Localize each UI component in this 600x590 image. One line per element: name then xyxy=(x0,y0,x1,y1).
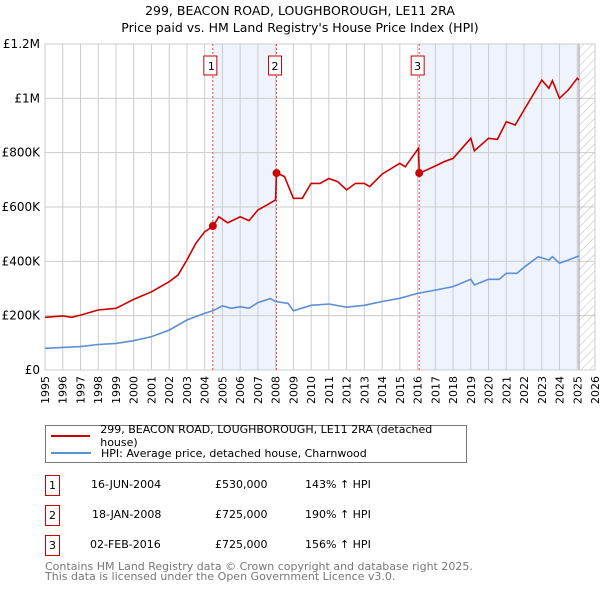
transaction-date: 18-JAN-2008 xyxy=(92,508,162,521)
x-tick-label: 2018 xyxy=(447,376,460,404)
sale-marker-label: 1 xyxy=(208,60,215,73)
x-tick-label: 1995 xyxy=(39,376,52,404)
x-tick-label: 1996 xyxy=(57,376,70,404)
legend-line-red xyxy=(51,435,91,437)
x-tick-label: 2008 xyxy=(270,376,283,404)
legend-item-property: 299, BEACON ROAD, LOUGHBOROUGH, LE11 2RA… xyxy=(51,423,466,449)
x-tick-label: 2012 xyxy=(341,376,354,404)
x-tick-label: 2003 xyxy=(181,376,194,404)
x-tick-label: 2025 xyxy=(571,376,584,404)
footer-copyright: Contains HM Land Registry data © Crown c… xyxy=(45,560,473,573)
transaction-row: 2 18-JAN-2008 £725,000 190% ↑ HPI xyxy=(45,505,465,526)
sale-marker-box xyxy=(268,55,283,76)
y-tick-label: £600K xyxy=(2,200,42,214)
hpi-line xyxy=(44,255,580,350)
legend: 299, BEACON ROAD, LOUGHBOROUGH, LE11 2RA… xyxy=(45,423,467,463)
transaction-price: £530,000 xyxy=(215,478,268,491)
sale-marker-box xyxy=(410,55,425,76)
sale-point xyxy=(272,169,281,178)
footer-licence: This data is licensed under the Open Gov… xyxy=(45,570,396,583)
price-chart: 1995 1996 1997 1998 1999 2000 2001 2002 2003 2004… xyxy=(2,37,600,404)
x-tick-label: 2026 xyxy=(589,376,600,404)
sale-marker-label: 2 xyxy=(272,60,279,73)
x-tick-label: 2009 xyxy=(287,376,300,404)
legend-label-property: 299, BEACON ROAD, LOUGHBOROUGH, LE11 2RA… xyxy=(100,423,433,449)
x-tick-label: 2015 xyxy=(394,376,407,404)
transaction-number: 2 xyxy=(45,505,60,526)
chart-title: 299, BEACON ROAD, LOUGHBOROUGH, LE11 2RA xyxy=(145,3,455,18)
x-tick-label: 2023 xyxy=(536,376,549,404)
x-tick-label: 1998 xyxy=(92,376,105,404)
x-tick-label: 2001 xyxy=(145,376,158,404)
x-tick-label: 2022 xyxy=(518,376,531,404)
forecast-hatch xyxy=(579,44,595,370)
transaction-hpi: 190% ↑ HPI xyxy=(305,508,371,521)
y-tick-label: £400K xyxy=(2,254,42,268)
x-tick-label: 2005 xyxy=(216,376,229,404)
transaction-hpi: 143% ↑ HPI xyxy=(305,478,371,491)
y-tick-label: £0 xyxy=(25,363,40,377)
sale-point xyxy=(208,222,217,231)
legend-label-hpi: HPI: Average price, detached house, Char… xyxy=(101,446,367,460)
x-tick-label: 2007 xyxy=(252,376,265,404)
x-tick-label: 2002 xyxy=(163,376,176,404)
transaction-row: 1 16-JUN-2004 £530,000 143% ↑ HPI xyxy=(45,475,465,496)
y-tick-label: £1.2M xyxy=(3,37,40,51)
x-tick-label: 2021 xyxy=(500,376,513,404)
x-tick-label: 2013 xyxy=(358,376,371,404)
plot-frame xyxy=(44,43,596,371)
x-tick-label: 2004 xyxy=(199,376,212,404)
transaction-hpi: 156% ↑ HPI xyxy=(305,538,371,551)
sale-marker-label: 3 xyxy=(414,60,421,73)
x-tick-label: 2019 xyxy=(465,376,478,404)
transaction-price: £725,000 xyxy=(215,538,268,551)
transaction-number: 3 xyxy=(45,535,60,556)
y-tick-label: £200K xyxy=(2,309,42,323)
sale-point xyxy=(415,169,424,178)
x-tick-label: 2014 xyxy=(376,376,389,404)
transaction-date: 16-JUN-2004 xyxy=(91,478,162,491)
chart-subtitle: Price paid vs. HM Land Registry's House … xyxy=(121,20,479,35)
y-tick-label: £800K xyxy=(2,146,42,160)
x-tick-label: 2016 xyxy=(412,376,425,404)
x-tick-label: 2024 xyxy=(554,376,567,404)
x-tick-label: 2011 xyxy=(323,376,336,404)
x-tick-label: 1997 xyxy=(74,376,87,404)
transaction-price: £725,000 xyxy=(215,508,268,521)
legend-item-hpi: HPI: Average price, detached house, Char… xyxy=(51,445,367,461)
x-tick-label: 2010 xyxy=(305,376,318,404)
transaction-date: 02-FEB-2016 xyxy=(90,538,161,551)
x-tick-label: 2017 xyxy=(429,376,442,404)
sale-marker-box xyxy=(203,55,218,76)
x-tick-label: 2006 xyxy=(234,376,247,404)
y-tick-label: £1M xyxy=(14,91,40,105)
x-tick-label: 2020 xyxy=(483,376,496,404)
legend-line-blue xyxy=(51,452,91,454)
property-price-line xyxy=(44,76,580,319)
transaction-row: 3 02-FEB-2016 £725,000 156% ↑ HPI xyxy=(45,535,465,556)
x-tick-label: 1999 xyxy=(110,376,123,404)
x-tick-label: 2000 xyxy=(128,376,141,404)
transaction-number: 1 xyxy=(45,475,60,496)
